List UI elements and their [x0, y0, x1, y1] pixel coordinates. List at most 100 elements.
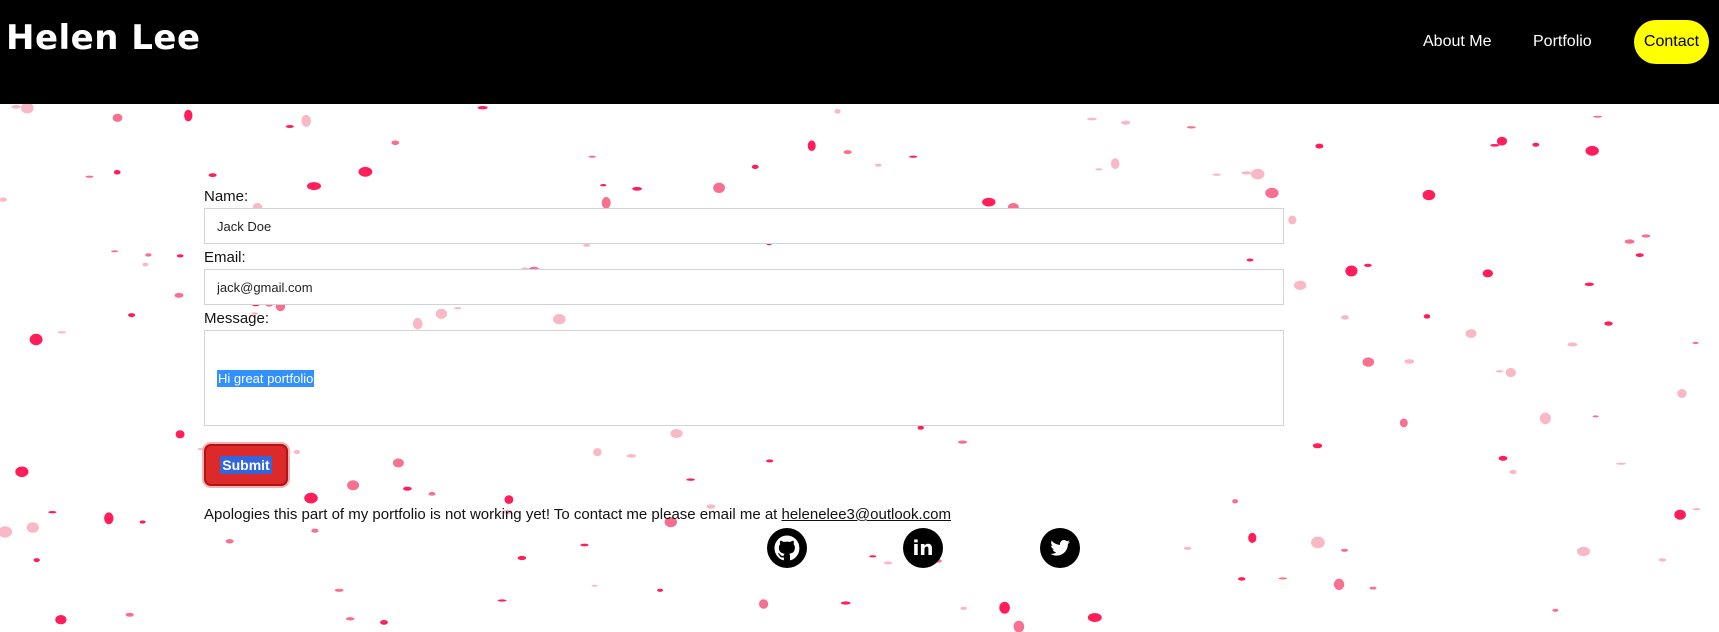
- submit-label: Submit: [220, 456, 272, 474]
- confetti-dot: [834, 109, 841, 114]
- confetti-dot: [55, 615, 67, 625]
- message-text: Hi great portfolio: [217, 370, 315, 387]
- email-label: Email:: [204, 249, 246, 266]
- confetti-dot: [1692, 507, 1701, 511]
- confetti-dot: [1495, 370, 1504, 373]
- confetti-dot: [917, 425, 924, 430]
- message-field[interactable]: Hi great portfolio: [204, 330, 1284, 426]
- confetti-dot: [57, 331, 67, 334]
- confetti-dot: [15, 466, 29, 478]
- confetti-dot: [1110, 158, 1120, 170]
- submit-button[interactable]: Submit: [204, 444, 288, 486]
- confetti-dot: [840, 601, 851, 605]
- confetti-dot: [1490, 144, 1500, 147]
- confetti-dot: [1539, 412, 1551, 425]
- confetti-dot: [1422, 189, 1436, 201]
- confetti-dot: [304, 492, 318, 504]
- confetti-dot: [104, 512, 114, 525]
- confetti-dot: [1592, 415, 1599, 418]
- confetti-dot: [1087, 613, 1102, 622]
- confetti-dot: [657, 588, 664, 592]
- confetti-dot: [1498, 455, 1508, 461]
- confetti-dot: [125, 612, 134, 617]
- confetti-dot: [48, 511, 57, 514]
- confetti-dot: [588, 155, 596, 158]
- confetti-dot: [1635, 253, 1644, 257]
- confetti-dot: [392, 458, 404, 468]
- brand-logo[interactable]: Helen Lee: [6, 18, 201, 58]
- confetti-dot: [1232, 499, 1239, 504]
- confetti-dot: [1312, 443, 1323, 449]
- confetti-dot: [139, 520, 146, 524]
- confetti-dot: [1584, 282, 1595, 286]
- confetti-dot: [176, 254, 184, 258]
- confetti-dot: [843, 150, 852, 155]
- github-icon[interactable]: [767, 528, 807, 568]
- confetti-dot: [504, 495, 514, 504]
- confetti-dot: [85, 175, 94, 178]
- confetti-dot: [1241, 171, 1252, 175]
- confetti-dot: [1399, 418, 1408, 428]
- nav-about-me[interactable]: About Me: [1423, 33, 1492, 50]
- confetti-dot: [208, 173, 217, 178]
- confetti-dot: [174, 292, 184, 298]
- confetti-dot: [1496, 136, 1508, 146]
- nav-portfolio[interactable]: Portfolio: [1533, 33, 1592, 50]
- confetti-dot: [285, 125, 294, 128]
- confetti-dot: [1505, 367, 1517, 378]
- confetti-dot: [1567, 342, 1578, 347]
- confetti-dot: [909, 155, 918, 158]
- confetti-dot: [1341, 315, 1349, 320]
- confetti-dot: [0, 197, 7, 202]
- confetti-dot: [1250, 168, 1265, 180]
- confetti-dot: [591, 584, 598, 587]
- confetti-dot: [184, 109, 193, 122]
- confetti-dot: [686, 478, 695, 481]
- confetti-dot: [345, 617, 355, 621]
- confetti-dot: [1509, 469, 1517, 475]
- confetti-dot: [874, 163, 882, 167]
- confetti-dot: [1465, 329, 1477, 338]
- confetti-dot: [1532, 142, 1540, 147]
- confetti-dot: [1095, 168, 1103, 171]
- confetti-dot: [1641, 234, 1651, 238]
- confetti-dot: [1369, 586, 1377, 590]
- confetti-dot: [1423, 314, 1431, 319]
- confetti-dot: [1333, 578, 1345, 591]
- nav-contact[interactable]: Contact: [1634, 20, 1709, 64]
- confetti-dot: [958, 440, 968, 444]
- confetti-dot: [1121, 120, 1131, 125]
- site-header: Helen Lee About Me Portfolio Contact: [0, 0, 1719, 104]
- linkedin-icon[interactable]: in: [903, 528, 943, 568]
- confetti-dot: [1362, 357, 1375, 367]
- confetti-dot: [1087, 117, 1097, 121]
- confetti-dot: [293, 449, 300, 455]
- confetti-dot: [1604, 321, 1613, 326]
- confetti-dot: [1616, 462, 1626, 465]
- confetti-dot: [29, 333, 43, 346]
- confetti-dot: [11, 104, 21, 109]
- confetti-dot: [1278, 577, 1288, 580]
- confetti-dot: [1364, 263, 1372, 267]
- name-field[interactable]: [204, 208, 1284, 244]
- name-label: Name:: [204, 188, 249, 205]
- confetti-dot: [999, 601, 1010, 614]
- notice-message: Apologies this part of my portfolio is n…: [204, 506, 782, 523]
- message-label: Message:: [204, 310, 270, 327]
- confetti-dot: [428, 491, 436, 496]
- confetti-dot: [142, 262, 149, 267]
- confetti-dot: [301, 114, 312, 127]
- confetti-dot: [1186, 126, 1196, 129]
- confetti-dot: [1552, 608, 1559, 612]
- email-field[interactable]: [204, 269, 1284, 305]
- contact-form: Name: Email: Message: Hi great portfolio…: [204, 186, 1284, 523]
- confetti-dot: [626, 454, 637, 458]
- email-link[interactable]: helenelee3@outlook.com: [781, 506, 952, 523]
- twitter-icon[interactable]: [1040, 528, 1080, 568]
- notice-text: Apologies this part of my portfolio is n…: [204, 506, 951, 523]
- confetti-dot: [1288, 215, 1297, 225]
- confetti-dot: [1212, 173, 1221, 176]
- confetti-dot: [766, 459, 774, 463]
- confetti-dot: [403, 486, 412, 491]
- confetti-dot: [1404, 359, 1415, 364]
